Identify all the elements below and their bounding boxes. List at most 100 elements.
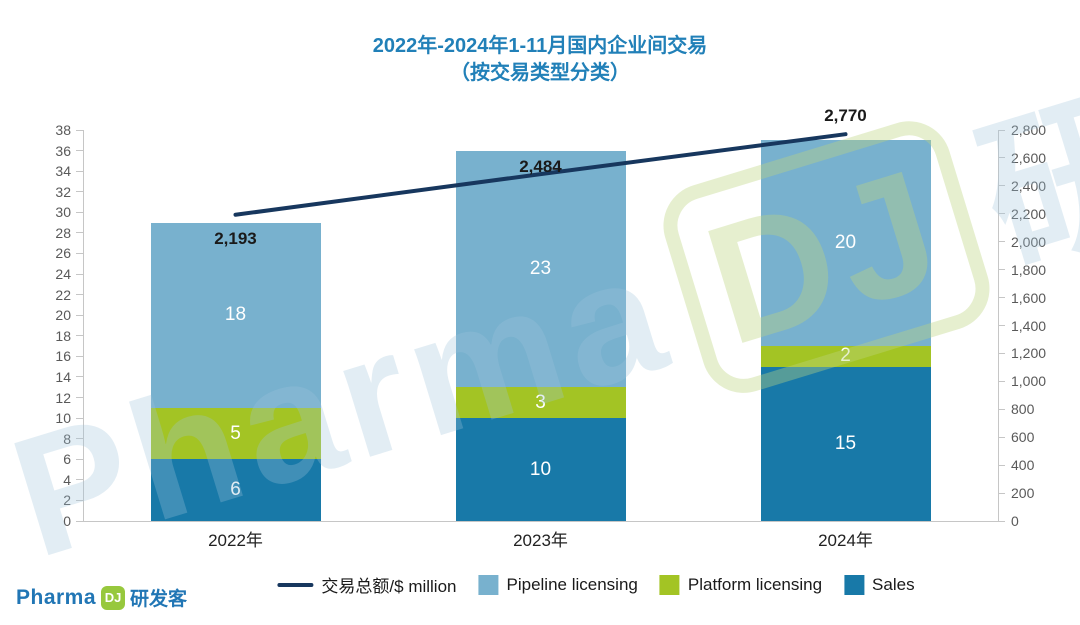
left-axis-tick xyxy=(76,376,83,378)
x-axis-line xyxy=(83,521,999,522)
bar-segment-value: 2 xyxy=(840,345,851,367)
right-axis-tick-label: 600 xyxy=(1011,429,1035,446)
right-axis-tick xyxy=(998,185,1005,187)
right-axis-tick-label: 800 xyxy=(1011,401,1035,418)
left-axis-tick-label: 20 xyxy=(55,307,71,324)
legend-item-pipeline-licensing: Pipeline licensing xyxy=(478,574,638,595)
bar-segment-platform-licensing xyxy=(150,407,321,460)
left-axis-tick-label: 0 xyxy=(63,513,71,529)
bar-segment-value: 20 xyxy=(834,232,857,254)
right-axis-tick xyxy=(998,241,1005,243)
chart-title: 2022年-2024年1-11月国内企业间交易 （按交易类型分类） xyxy=(0,33,1080,87)
legend-square-marker xyxy=(844,574,865,595)
left-axis-tick xyxy=(76,397,83,399)
right-axis-tick xyxy=(998,157,1005,159)
left-axis-tick-label: 8 xyxy=(63,430,71,447)
left-axis-tick-label: 6 xyxy=(63,451,71,468)
legend-item-platform-licensing: Platform licensing xyxy=(659,574,822,595)
left-axis-tick xyxy=(76,273,83,275)
left-axis-tick-label: 16 xyxy=(55,348,71,365)
legend-line-marker xyxy=(277,582,314,587)
right-axis-tick-label: 1,800 xyxy=(1011,261,1047,278)
x-axis-category-label: 2024年 xyxy=(818,531,873,550)
right-axis-tick-label: 400 xyxy=(1011,457,1035,474)
right-axis-tick xyxy=(998,520,1005,522)
legend-label: 交易总额/$ million xyxy=(321,577,457,596)
left-axis-tick xyxy=(76,129,83,131)
left-axis-tick-label: 22 xyxy=(55,286,71,303)
logo-dj-icon: DJ xyxy=(101,585,126,610)
left-axis-tick-label: 32 xyxy=(55,183,71,200)
bar-segment-sales xyxy=(150,459,321,521)
legend-item-sales: Sales xyxy=(844,574,915,595)
right-axis-tick xyxy=(998,436,1005,438)
left-axis-tick xyxy=(76,499,83,501)
legend-label: Pipeline licensing xyxy=(506,574,638,594)
left-axis-tick xyxy=(76,314,83,316)
legend-square-marker xyxy=(478,574,499,595)
bar-segment-sales xyxy=(760,366,931,521)
bar-segment-value: 18 xyxy=(224,304,247,326)
left-axis-tick xyxy=(76,191,83,193)
chart-title-line2: （按交易类型分类） xyxy=(450,62,630,84)
right-axis-tick xyxy=(998,492,1005,494)
left-axis-tick xyxy=(76,520,83,522)
bar-segment-pipeline-licensing xyxy=(455,150,626,388)
bar-segment-platform-licensing xyxy=(760,346,931,367)
right-axis-tick-label: 2,400 xyxy=(1011,177,1047,194)
total-deal-value-label: 2,193 xyxy=(214,228,257,248)
total-deal-value-label: 2,484 xyxy=(519,156,562,176)
bar-segment-value: 5 xyxy=(230,422,241,444)
x-axis-category-label: 2023年 xyxy=(513,531,568,550)
left-axis-tick xyxy=(76,211,83,213)
bar-segment-value: 23 xyxy=(529,257,552,279)
right-axis-tick-label: 200 xyxy=(1011,485,1035,502)
left-axis-tick-label: 36 xyxy=(55,142,71,159)
x-axis-category-label: 2022年 xyxy=(208,531,263,550)
left-axis-tick xyxy=(76,170,83,172)
left-axis-tick-label: 4 xyxy=(63,471,71,488)
pharmadj-logo: Pharma DJ 研发客 xyxy=(16,584,187,611)
right-axis-tick xyxy=(998,380,1005,382)
bar-segment-value: 10 xyxy=(529,458,552,480)
right-axis-tick-label: 0 xyxy=(1011,513,1019,529)
total-deal-value-line xyxy=(233,132,848,217)
logo-text-suffix: 研发客 xyxy=(130,589,188,610)
y-axis-left-line xyxy=(83,130,84,521)
left-axis-tick xyxy=(76,479,83,481)
left-axis-tick xyxy=(76,458,83,460)
left-axis-tick-label: 24 xyxy=(55,266,71,283)
bar-segment-value: 6 xyxy=(230,479,241,501)
chart-title-line1: 2022年-2024年1-11月国内企业间交易 xyxy=(372,35,708,57)
left-axis-tick-label: 38 xyxy=(55,122,71,138)
right-axis-tick xyxy=(998,325,1005,326)
left-axis-tick-label: 2 xyxy=(63,492,71,509)
bar-segment-value: 15 xyxy=(834,432,857,454)
right-axis-tick-label: 2,600 xyxy=(1011,149,1047,166)
left-axis-tick xyxy=(76,335,83,337)
legend: 交易总额/$ million Pipeline licensing Platform… xyxy=(277,572,915,597)
left-axis-tick-label: 26 xyxy=(55,245,71,262)
right-axis-tick-label: 1,400 xyxy=(1011,317,1047,334)
logo-text-pharma: Pharma xyxy=(16,585,97,609)
right-axis-tick xyxy=(998,464,1005,466)
right-axis-tick-label: 1,200 xyxy=(1011,345,1047,362)
legend-square-marker xyxy=(659,574,680,595)
right-axis-tick xyxy=(998,352,1005,354)
left-axis-tick xyxy=(76,150,83,152)
left-axis-tick-label: 12 xyxy=(55,389,71,406)
left-axis-tick xyxy=(76,417,83,419)
plot-area: 0 2 4 6 8 10 12 14 16 18 20 22 24 26 28 30 32 34 36 38 0 200 4… xyxy=(55,106,1046,550)
right-axis-tick-label: 2,200 xyxy=(1011,205,1047,222)
bar-segment-sales xyxy=(455,418,626,521)
legend-item--million: 交易总额/$ million xyxy=(277,572,457,597)
right-axis-tick xyxy=(998,297,1005,299)
total-deal-value-polyline xyxy=(233,132,848,217)
left-axis-tick xyxy=(76,232,83,234)
right-axis-tick xyxy=(998,213,1005,215)
bar-segment-platform-licensing xyxy=(455,387,626,419)
left-axis-tick xyxy=(76,294,83,296)
bar-segment-value: 3 xyxy=(535,391,546,413)
left-axis-tick xyxy=(76,252,83,254)
